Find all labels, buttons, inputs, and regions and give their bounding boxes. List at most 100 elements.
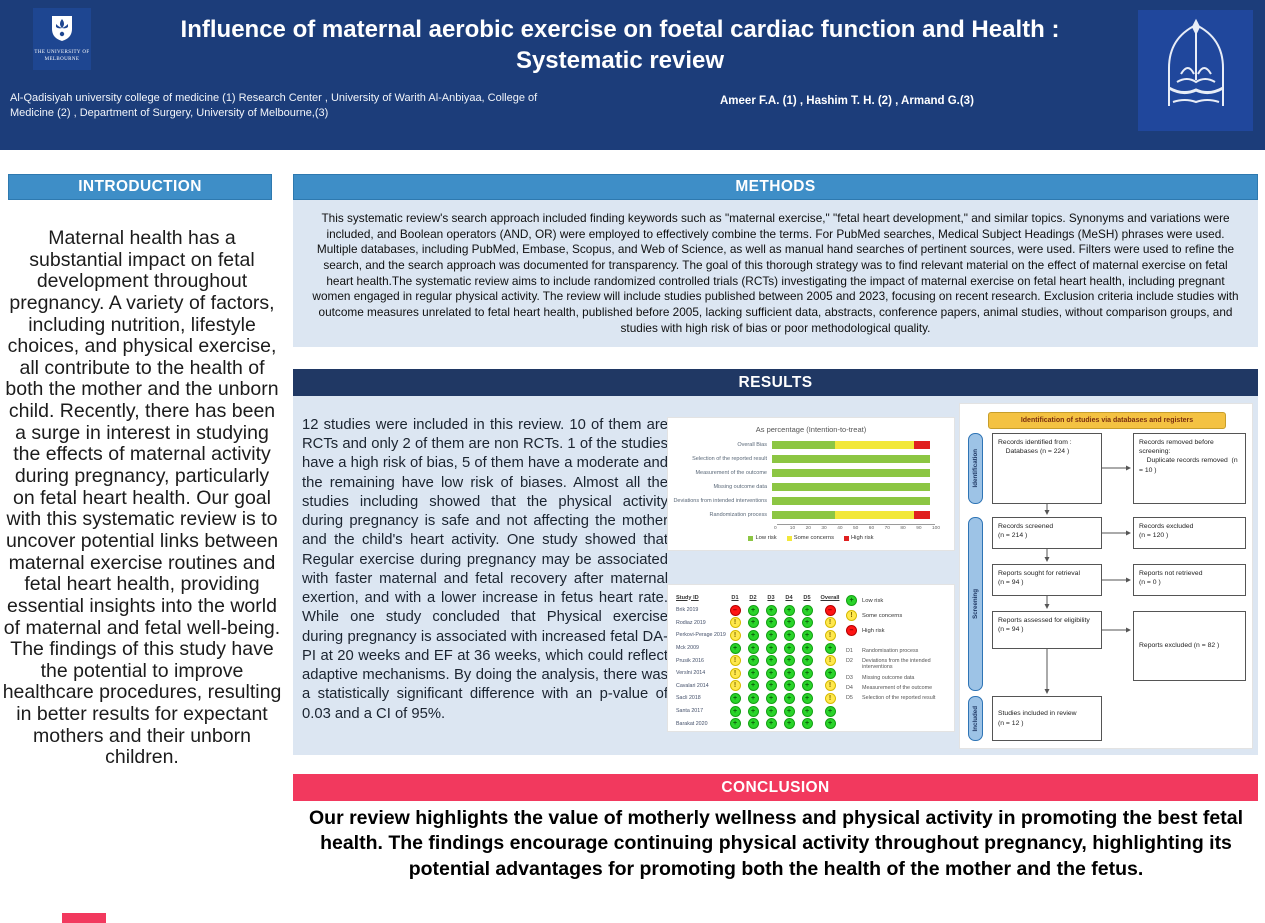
rating-some-icon: ! xyxy=(824,680,836,692)
rating-cell: + xyxy=(726,692,744,704)
axis-tick-label: 40 xyxy=(837,526,843,531)
domain-definition-row: D1 Randomisation process xyxy=(846,648,956,654)
rating-cell: ! xyxy=(816,629,844,641)
rating-low-icon: + xyxy=(783,655,795,667)
rating-cell: + xyxy=(798,692,816,704)
rating-some-icon: ! xyxy=(824,617,836,629)
prisma-stage-screening: Screening xyxy=(968,517,983,691)
bar-chart-legend: Low risk Some concerns High risk xyxy=(668,535,954,541)
rating-some-icon: ! xyxy=(729,629,741,641)
rating-low-icon: + xyxy=(765,692,777,704)
rating-cell: + xyxy=(816,718,844,730)
bar-segment xyxy=(835,511,915,519)
rating-cell: + xyxy=(726,718,744,730)
rating-cell: + xyxy=(744,642,762,654)
rating-low-icon: + xyxy=(747,604,759,616)
rating-some-icon: ! xyxy=(846,610,857,621)
axis-tick-label: 20 xyxy=(805,526,811,531)
column-header: Study ID xyxy=(676,594,699,601)
bar-rows: Overall Bias Selection of the reported re… xyxy=(668,440,954,520)
risk-of-bias-bar-chart: As percentage (Intention-to-treat) Overa… xyxy=(667,417,955,551)
legend-item: – High risk xyxy=(846,625,956,636)
rating-cell: + xyxy=(780,680,798,692)
rating-cell: + xyxy=(744,692,762,704)
rating-some-icon: ! xyxy=(824,692,836,704)
bar-row: Deviations from intended interventions xyxy=(668,496,954,506)
legend-label: Low risk xyxy=(755,535,777,541)
domain-code: D3 xyxy=(846,674,853,681)
prisma-flow-diagram: Identification of studies via databases … xyxy=(959,403,1253,749)
results-body: 12 studies were included in this review.… xyxy=(302,417,668,722)
legend-label: Some concerns xyxy=(862,612,903,619)
traffic-legend: + Low risk! Some concerns – High risk D1 Rando… xyxy=(846,595,956,705)
rating-cell: + xyxy=(726,642,744,654)
bar-category-label: Missing outcome data xyxy=(713,484,768,490)
rating-some-icon: ! xyxy=(824,655,836,667)
rating-cell: + xyxy=(816,642,844,654)
rating-cell: + xyxy=(798,667,816,679)
rating-low-icon: + xyxy=(824,718,836,730)
rating-low-icon: + xyxy=(801,617,813,629)
rating-low-icon: + xyxy=(824,705,836,717)
stacked-bar xyxy=(772,511,930,519)
prisma-box-records-removed: Records removed before screening: Duplic… xyxy=(1133,433,1246,504)
rating-cell: + xyxy=(798,655,816,667)
rating-cell: + xyxy=(816,705,844,717)
table-row: Sacli 2018 + + + + +! xyxy=(676,692,954,705)
rating-cell: + xyxy=(744,604,762,616)
study-id-label: Verslni 2014 xyxy=(676,670,706,677)
rating-low-icon: + xyxy=(765,655,777,667)
rating-cell: + xyxy=(762,642,780,654)
rating-low-icon: + xyxy=(765,705,777,717)
bar-segment xyxy=(914,441,930,449)
rating-cell: + xyxy=(798,629,816,641)
bar-segment xyxy=(772,469,930,477)
rating-low-icon: + xyxy=(747,692,759,704)
prisma-box-records-excluded: Records excluded (n = 120 ) xyxy=(1133,517,1246,549)
rating-low-icon: + xyxy=(747,718,759,730)
legend-swatch xyxy=(786,535,792,541)
column-header: D4 xyxy=(785,594,793,601)
rating-low-icon: + xyxy=(801,642,813,654)
bar-segment xyxy=(835,441,915,449)
bar-segment xyxy=(772,497,930,505)
rating-cell: + xyxy=(744,705,762,717)
rating-cell: + xyxy=(744,680,762,692)
rating-low-icon: + xyxy=(783,692,795,704)
axis-tick-label: 100 xyxy=(932,526,941,531)
rating-high-icon: – xyxy=(729,604,741,616)
traffic-header-row: Study ID D1 D2 D3 D4 D5 Overall xyxy=(676,592,954,603)
domain-code: D1 xyxy=(846,648,853,654)
rating-cell: – xyxy=(726,604,744,616)
introduction-heading: INTRODUCTION xyxy=(8,174,272,200)
rating-cell: + xyxy=(762,718,780,730)
domain-label: Randomisation process xyxy=(862,648,919,654)
legend-item: Some concerns xyxy=(786,535,834,541)
rating-cell: + xyxy=(780,705,798,717)
rating-cell: + xyxy=(762,655,780,667)
column-header: D3 xyxy=(767,594,775,601)
rating-cell: + xyxy=(744,629,762,641)
rating-cell: + xyxy=(780,617,798,629)
table-row: Prusik 2016! + + + +! xyxy=(676,654,954,667)
stacked-bar xyxy=(772,469,930,477)
table-row: Rodiaz 2019! + + + +! xyxy=(676,617,954,630)
legend-label: Low risk xyxy=(862,597,884,604)
stacked-bar xyxy=(772,483,930,491)
prisma-box-reports-excluded: Reports excluded (n = 82 ) xyxy=(1133,611,1246,681)
study-id-label: Mck 2009 xyxy=(676,645,699,652)
university-of-melbourne-logo: THE UNIVERSITY OF MELBOURNE xyxy=(33,8,91,70)
rating-high-icon: – xyxy=(846,625,857,636)
axis-tick-label: 30 xyxy=(821,526,827,531)
rating-cell: + xyxy=(798,680,816,692)
study-id-label: Brik 2019 xyxy=(676,607,699,614)
column-header: D1 xyxy=(731,594,739,601)
results-heading: RESULTS xyxy=(293,369,1258,396)
domain-definition-row: D2 Deviations from the intended intervent… xyxy=(846,658,956,670)
warith-university-logo xyxy=(1138,10,1253,131)
prisma-box-records-identified: Records identified from : Databases (n =… xyxy=(992,433,1102,504)
rating-cell: + xyxy=(744,655,762,667)
domain-label: Selection of the reported result xyxy=(862,695,936,702)
bar-category-label: Randomization process xyxy=(709,512,767,518)
table-row: Perkovi-Perage 2019! + + + +! xyxy=(676,629,954,642)
